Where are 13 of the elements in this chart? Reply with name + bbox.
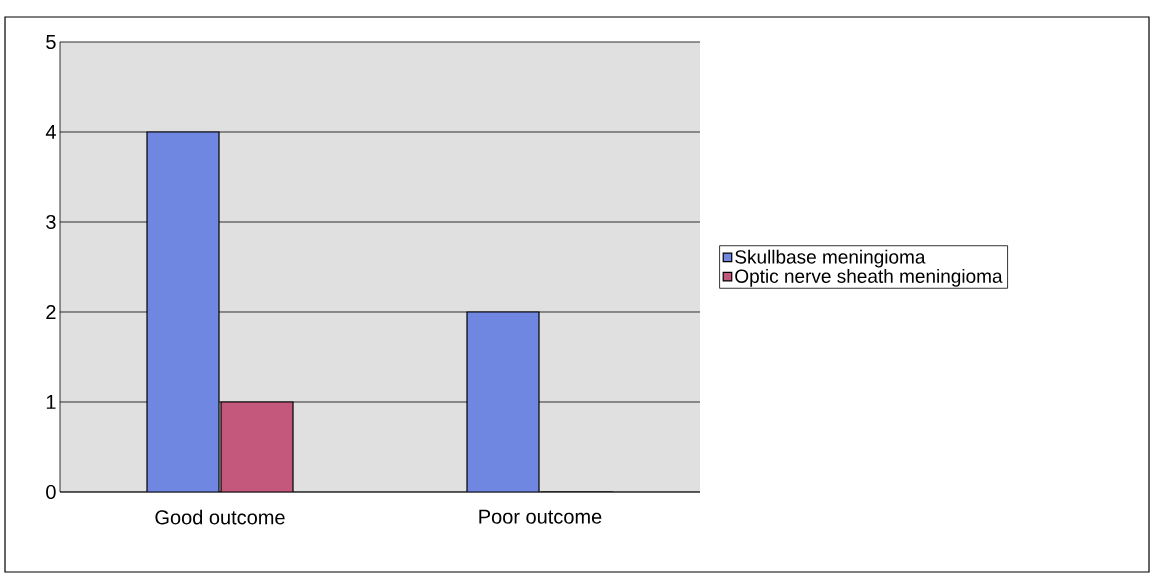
bar <box>466 311 540 492</box>
bar <box>220 401 294 492</box>
y-tick-label: 2 <box>46 305 56 319</box>
legend-label: Skullbase meningioma <box>735 249 926 268</box>
legend-label: Optic nerve sheath meningioma <box>735 268 1003 287</box>
y-tick-label: 3 <box>46 214 56 230</box>
y-tick-label: 0 <box>46 484 56 500</box>
y-tick-label: 5 <box>46 35 56 49</box>
x-tick-label: Poor outcome <box>479 509 602 524</box>
x-tick-label: Good outcome <box>155 509 285 525</box>
y-tick-label: 4 <box>45 125 56 139</box>
y-tick-label: 1 <box>46 395 56 409</box>
bar <box>146 131 220 492</box>
